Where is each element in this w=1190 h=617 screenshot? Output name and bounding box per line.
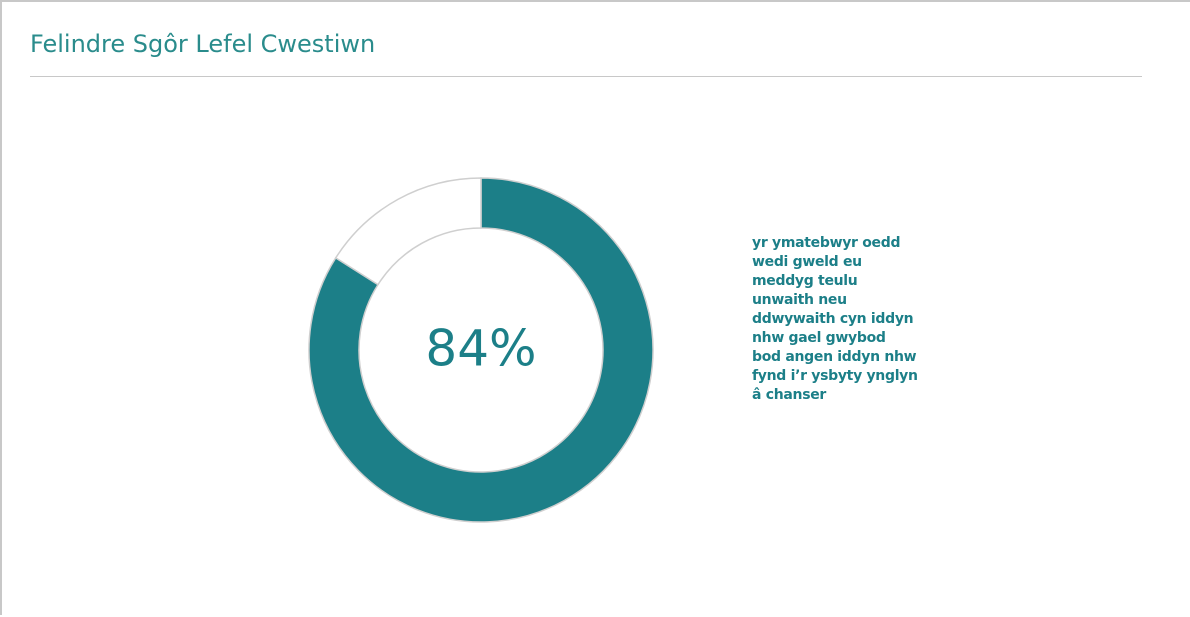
- donut-segment: [308, 177, 654, 523]
- title-rule: [30, 76, 1142, 77]
- chart-title: Felindre Sgôr Lefel Cwestiwn: [30, 30, 376, 58]
- center-label: 84%: [425, 320, 536, 378]
- description: yr ymatebwyr oedd wedi gweld eu meddyg t…: [752, 235, 918, 403]
- donut-remainder: [334, 177, 482, 286]
